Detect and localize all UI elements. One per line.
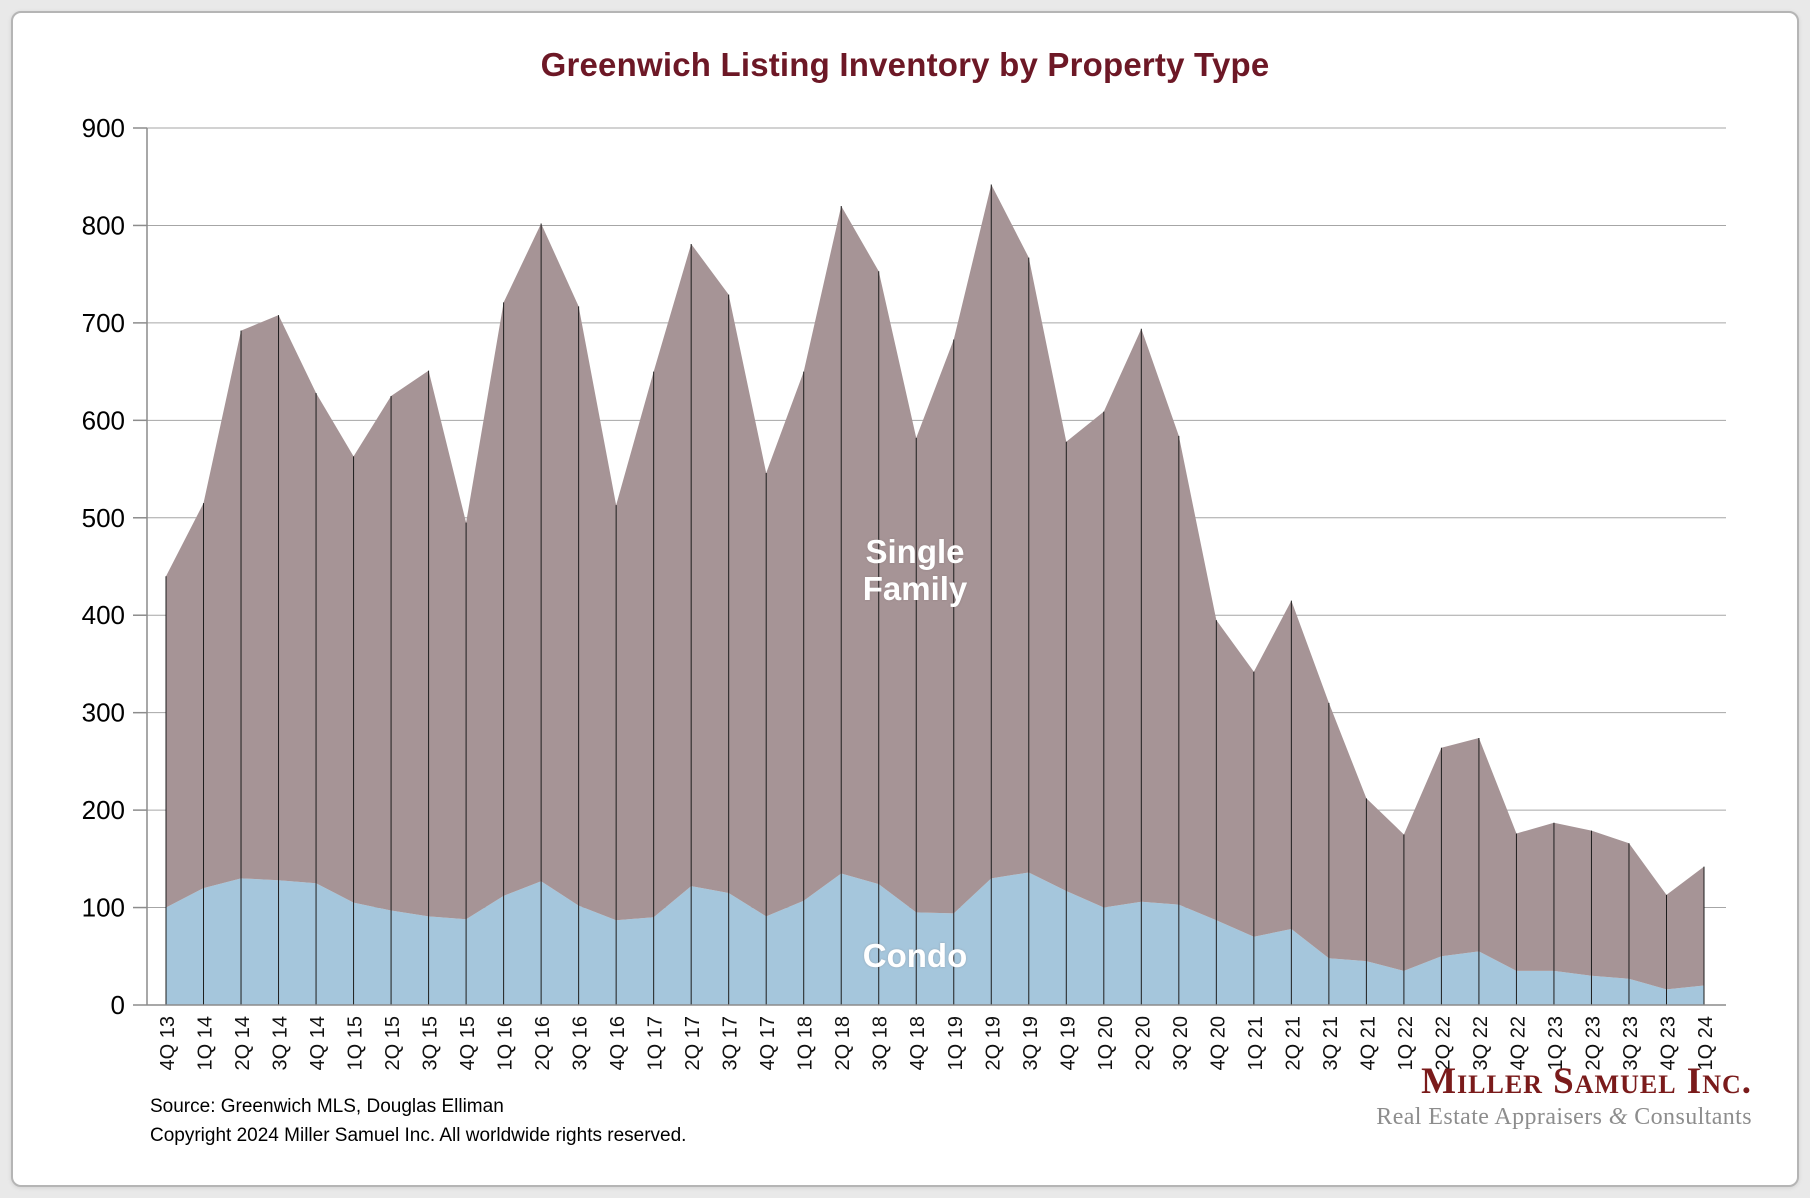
- x-axis-tick-label: 2Q 20: [1132, 1016, 1154, 1070]
- x-axis-tick-label: 3Q 19: [1020, 1016, 1042, 1070]
- logo-tagline: Real Estate Appraisers & Consultants: [1376, 1102, 1752, 1132]
- y-axis-tick-label: 400: [82, 600, 125, 630]
- series-label-single-family-line2: Family: [862, 570, 968, 607]
- x-axis-tick-label: 2Q 15: [382, 1016, 404, 1070]
- series-label-condo: Condo: [862, 937, 968, 974]
- y-axis-tick-label: 300: [82, 698, 125, 728]
- x-axis-tick-label: 4Q 16: [607, 1016, 629, 1070]
- source-note: Source: Greenwich MLS, Douglas Elliman: [150, 1096, 504, 1117]
- x-axis-tick-label: 4Q 22: [1507, 1016, 1529, 1070]
- x-axis-tick-label: 1Q 21: [1245, 1016, 1267, 1070]
- y-axis-tick-label: 700: [82, 308, 125, 338]
- x-axis-tick-label: 4Q 20: [1207, 1016, 1229, 1070]
- logo-tagline-text2: Consultants: [1627, 1104, 1752, 1130]
- x-axis-tick-label: 1Q 18: [795, 1016, 817, 1070]
- x-axis-tick-label: 2Q 19: [982, 1016, 1004, 1070]
- footer-notes: Source: Greenwich MLS, Douglas Elliman C…: [150, 1092, 686, 1150]
- x-axis-tick-label: 3Q 20: [1170, 1016, 1192, 1070]
- logo-company-name: Miller Samuel Inc.: [1421, 1061, 1752, 1102]
- y-axis-tick-label: 500: [82, 503, 125, 533]
- x-axis-tick-label: 3Q 14: [270, 1016, 292, 1070]
- series-label-single-family-line1: Single: [865, 533, 965, 570]
- x-axis-tick-label: 2Q 23: [1582, 1016, 1604, 1070]
- x-axis-tick-label: 3Q 21: [1320, 1016, 1342, 1070]
- x-axis-tick-label: 3Q 17: [720, 1016, 742, 1070]
- x-axis-tick-label: 4Q 21: [1357, 1016, 1379, 1070]
- copyright-note: Copyright 2024 Miller Samuel Inc. All wo…: [150, 1125, 687, 1146]
- x-axis-tick-label: 3Q 15: [420, 1016, 442, 1070]
- x-axis-tick-label: 1Q 16: [495, 1016, 517, 1070]
- miller-samuel-logo: Miller Samuel Inc. Real Estate Appraiser…: [1376, 1062, 1752, 1132]
- y-axis-tick-label: 0: [111, 990, 125, 1020]
- x-axis-tick-label: 2Q 17: [682, 1016, 704, 1070]
- y-axis-tick-label: 200: [82, 795, 125, 825]
- x-axis-tick-label: 1Q 14: [195, 1016, 217, 1070]
- chart-title: Greenwich Listing Inventory by Property …: [540, 46, 1270, 83]
- y-axis-tick-label: 100: [82, 893, 125, 923]
- x-axis-tick-label: 4Q 23: [1657, 1016, 1679, 1070]
- x-axis-tick-label: 1Q 19: [945, 1016, 967, 1070]
- x-axis-tick-label: 1Q 23: [1545, 1016, 1567, 1070]
- logo-tagline-text: Real Estate Appraisers: [1376, 1104, 1609, 1130]
- x-axis-tick-label: 2Q 16: [532, 1016, 554, 1070]
- x-axis-tick-label: 1Q 15: [345, 1016, 367, 1070]
- x-axis-tick-label: 2Q 22: [1432, 1016, 1454, 1070]
- x-axis-tick-label: 4Q 14: [307, 1016, 329, 1070]
- x-axis-tick-label: 4Q 19: [1057, 1016, 1079, 1070]
- x-axis-tick-label: 4Q 13: [157, 1016, 179, 1070]
- x-axis-tick-label: 2Q 21: [1282, 1016, 1304, 1070]
- x-axis-tick-label: 1Q 24: [1695, 1016, 1717, 1070]
- x-axis-tick-label: 2Q 14: [232, 1016, 254, 1070]
- x-axis-tick-label: 3Q 22: [1470, 1016, 1492, 1070]
- x-axis-tick-label: 1Q 17: [645, 1016, 667, 1070]
- x-axis-tick-label: 1Q 20: [1095, 1016, 1117, 1070]
- x-axis-tick-label: 2Q 18: [832, 1016, 854, 1070]
- x-axis-tick-label: 4Q 15: [457, 1016, 479, 1070]
- x-axis-tick-label: 1Q 22: [1395, 1016, 1417, 1070]
- series-label-single-family: Single Family: [863, 533, 968, 607]
- logo-tagline-ampersand: &: [1608, 1104, 1628, 1130]
- y-axis-tick-label: 800: [82, 210, 125, 240]
- x-axis-tick-label: 4Q 17: [757, 1016, 779, 1070]
- x-axis-tick-label: 3Q 18: [870, 1016, 892, 1070]
- x-axis-tick-label: 3Q 23: [1620, 1016, 1642, 1070]
- y-axis-tick-label: 600: [82, 405, 125, 435]
- x-axis-tick-label: 3Q 16: [570, 1016, 592, 1070]
- x-axis-tick-label: 4Q 18: [907, 1016, 929, 1070]
- y-axis-tick-label: 900: [82, 113, 125, 143]
